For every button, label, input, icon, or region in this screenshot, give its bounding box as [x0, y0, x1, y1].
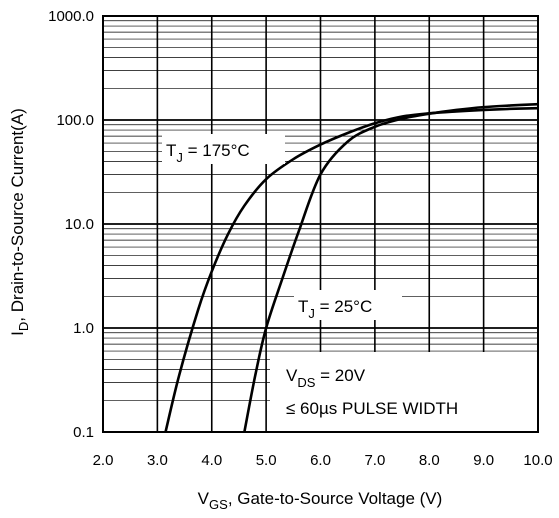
x-axis-title-rest: , Gate-to-Source Voltage (V): [228, 489, 443, 508]
annotation-vds-main: V: [286, 366, 298, 385]
x-tick-label: 4.0: [201, 452, 222, 469]
x-tick-label: 6.0: [310, 452, 331, 469]
x-axis-title-main: V: [198, 489, 210, 508]
y-axis-title-sub: D: [16, 322, 31, 331]
y-tick-label: 1000.0: [48, 8, 94, 25]
x-tick-label: 7.0: [364, 452, 385, 469]
y-tick-label: 0.1: [73, 424, 94, 441]
x-tick-labels: 2.0 3.0 4.0 5.0 6.0 7.0 8.0 9.0 10.0: [93, 452, 553, 469]
series-label-25c-rest: = 25°C: [315, 297, 372, 316]
y-tick-label: 1.0: [73, 320, 94, 337]
x-axis-title-sub: GS: [209, 497, 228, 512]
series-label-175c-main: T: [166, 141, 176, 160]
annotation-pulse-width: ≤ 60µs PULSE WIDTH: [286, 399, 458, 418]
annotation-box: [270, 352, 538, 432]
x-tick-label: 2.0: [93, 452, 114, 469]
x-tick-label: 5.0: [256, 452, 277, 469]
x-tick-label: 9.0: [473, 452, 494, 469]
y-tick-label: 100.0: [56, 112, 94, 129]
series-label-25c-main: T: [298, 297, 308, 316]
annotation-box-background: [270, 352, 538, 432]
y-axis-title-rest: , Drain-to-Source Current(A): [8, 108, 27, 322]
x-tick-label: 8.0: [419, 452, 440, 469]
y-tick-label: 10.0: [65, 216, 94, 233]
annotation-vds-sub: DS: [297, 375, 315, 390]
x-tick-label: 10.0: [523, 452, 552, 469]
annotation-vds-rest: = 20V: [315, 366, 365, 385]
x-tick-label: 3.0: [147, 452, 168, 469]
series-label-175c-rest: = 175°C: [183, 141, 250, 160]
